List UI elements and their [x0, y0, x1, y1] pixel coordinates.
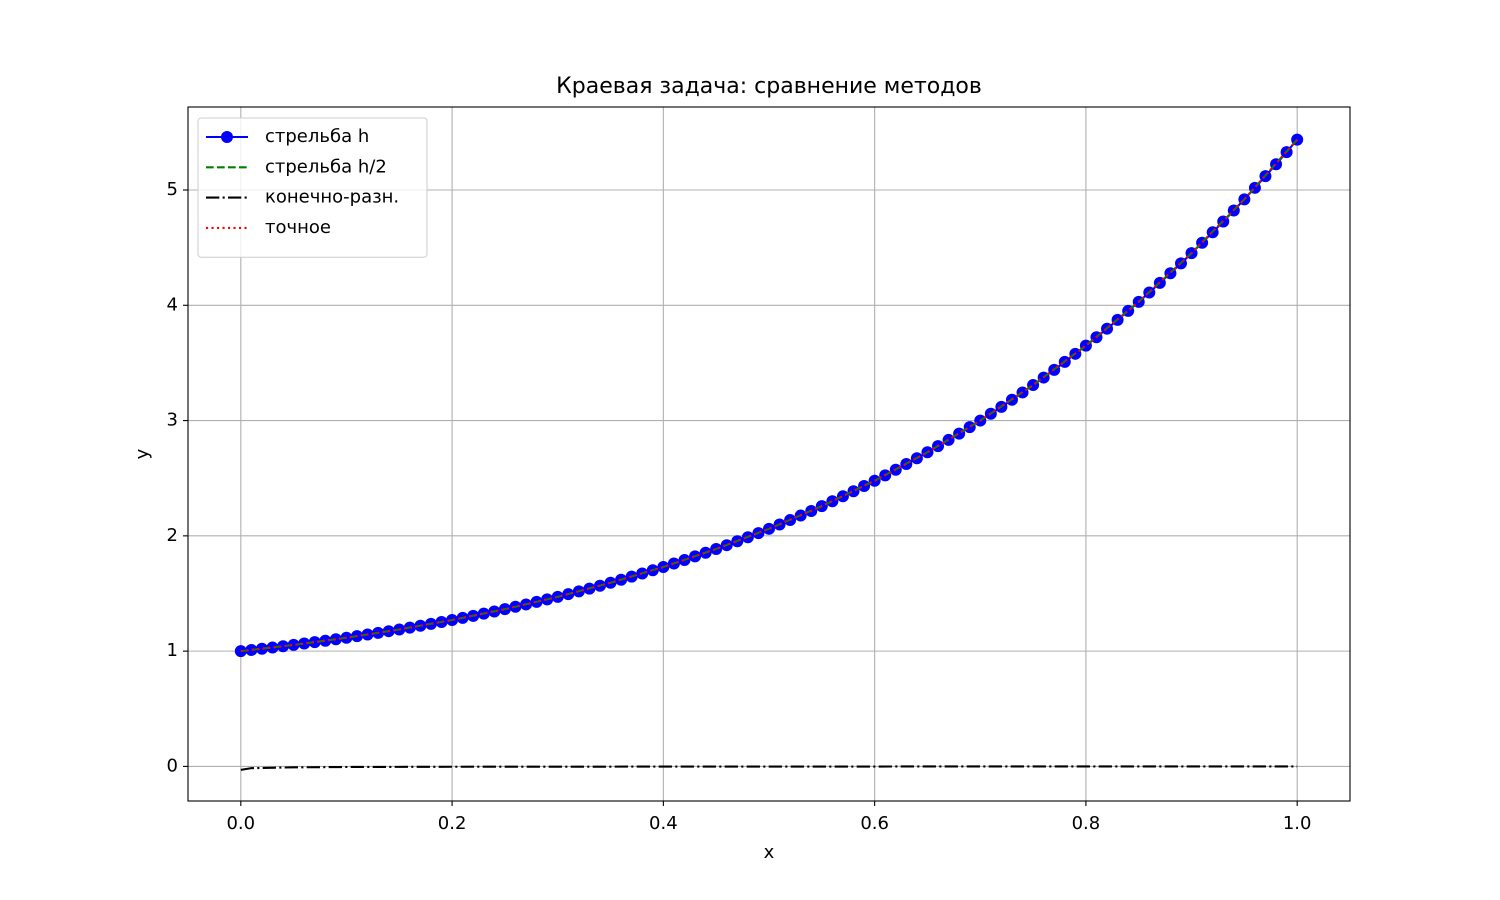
legend-box — [197, 117, 428, 258]
data-point — [953, 427, 966, 440]
series-line — [240, 138, 1298, 653]
data-point — [826, 495, 839, 508]
legend-label: стрельба h — [265, 126, 369, 147]
x-tick-label: 0.4 — [649, 813, 678, 834]
data-point — [266, 641, 279, 654]
y-tick-label: 5 — [167, 179, 178, 200]
chart-title: Краевая задача: сравнение методов — [556, 74, 982, 99]
x-tick-label: 1.0 — [1283, 813, 1312, 834]
x-tick-label: 0.8 — [1072, 813, 1101, 834]
data-point — [287, 638, 300, 651]
data-point — [963, 421, 976, 434]
y-tick-label: 3 — [167, 410, 178, 431]
y-tick-label: 4 — [167, 294, 178, 315]
x-axis-label: x — [764, 842, 775, 863]
data-point — [847, 485, 860, 498]
legend-label: конечно-разн. — [265, 187, 399, 208]
y-axis-label: y — [132, 448, 153, 459]
data-point — [298, 637, 311, 650]
legend-marker — [221, 131, 233, 143]
series-line — [240, 765, 1298, 771]
data-point — [836, 490, 849, 503]
legend-label: стрельба h/2 — [265, 156, 387, 177]
x-tick-label: 0.6 — [860, 813, 889, 834]
data-point — [868, 474, 881, 487]
legend-label: точное — [265, 217, 331, 238]
x-tick-label: 0.2 — [438, 813, 467, 834]
data-point — [308, 636, 321, 649]
data-point — [319, 634, 332, 647]
data-point — [277, 640, 290, 653]
y-tick-label: 2 — [167, 525, 178, 546]
plot-frame — [187, 106, 1351, 802]
y-tick-label: 1 — [167, 640, 178, 661]
data-point — [255, 642, 268, 655]
data-point — [329, 633, 342, 646]
legend: стрельба h стрельба h/2 конечно-разн. точно… — [197, 117, 428, 258]
data-point — [245, 643, 258, 656]
data-point — [858, 480, 871, 493]
x-tick-label: 0.0 — [226, 813, 255, 834]
y-tick-label: 0 — [167, 755, 178, 776]
